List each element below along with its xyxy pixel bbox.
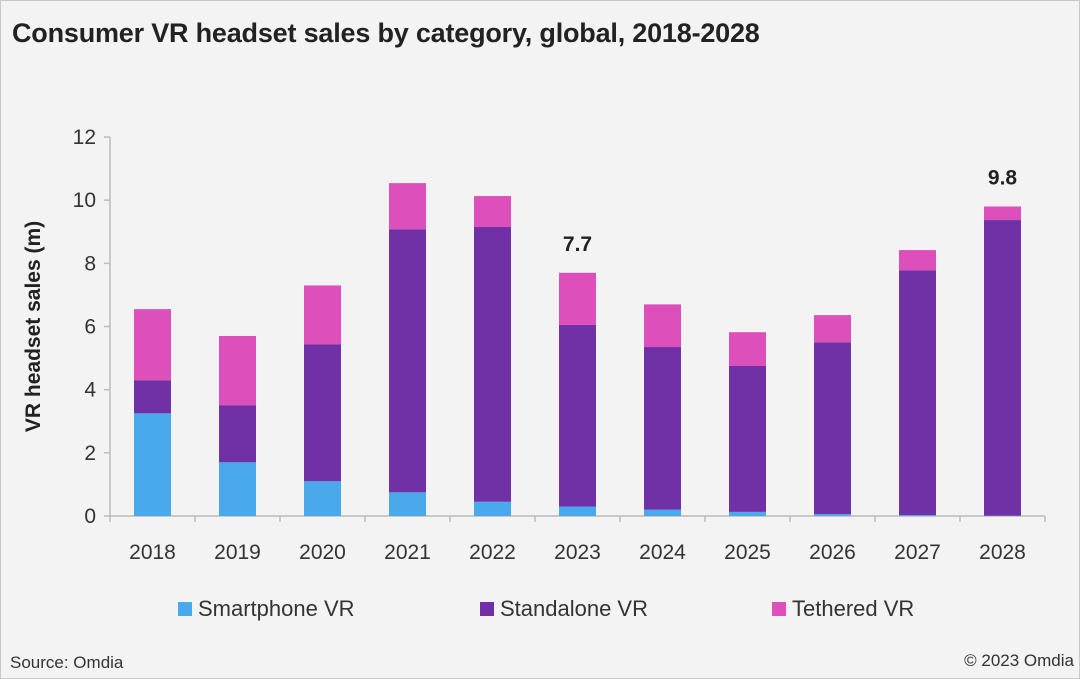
bar-tethered-vr [899,250,936,271]
bar-standalone-vr [474,227,511,502]
legend-label: Smartphone VR [198,596,355,621]
x-tick-label: 2023 [554,541,601,564]
bar-tethered-vr [814,315,851,343]
y-tick-label: 2 [84,442,96,465]
bar-standalone-vr [304,344,341,482]
bar-standalone-vr [899,270,936,516]
y-axis-title: VR headset sales (m) [22,221,45,432]
source-note: Source: Omdia [10,653,124,672]
bar-tethered-vr [389,183,426,230]
bar-smartphone-vr [134,413,171,516]
bar-tethered-vr [984,206,1021,221]
x-tick-label: 2028 [979,541,1026,564]
bar-standalone-vr [389,229,426,493]
y-tick-label: 0 [84,505,96,528]
chart-title: Consumer VR headset sales by category, g… [12,18,760,48]
bar-standalone-vr [984,220,1021,516]
bar-standalone-vr [559,324,596,507]
bar-standalone-vr [814,342,851,515]
y-tick-label: 6 [84,316,96,339]
bar-tethered-vr [304,285,341,345]
bar-tethered-vr [729,332,766,366]
bar-tethered-vr [559,272,596,325]
y-tick-label: 4 [84,379,96,402]
bar-standalone-vr [644,347,681,510]
x-tick-label: 2027 [894,541,941,564]
legend-item: Smartphone VR [178,596,355,622]
legend-item: Tethered VR [772,596,914,622]
x-tick-label: 2019 [214,541,261,564]
legend-item: Standalone VR [480,596,648,622]
bar-tethered-vr [219,335,256,406]
bar-smartphone-vr [389,492,426,516]
y-tick-label: 8 [84,252,96,275]
x-tick-label: 2021 [384,541,431,564]
bar-smartphone-vr [474,501,511,516]
bar-smartphone-vr [729,511,766,516]
data-label: 7.7 [563,233,592,256]
bar-smartphone-vr [814,514,851,516]
bar-tethered-vr [134,309,171,381]
bar-standalone-vr [219,405,256,463]
bar-smartphone-vr [899,515,936,516]
legend-label: Tethered VR [792,596,915,621]
legend-swatch [480,602,494,616]
legend-swatch [178,602,192,616]
y-tick-label: 12 [73,126,96,149]
x-tick-label: 2018 [129,541,176,564]
x-tick-label: 2020 [299,541,346,564]
bar-smartphone-vr [219,462,256,516]
x-tick-label: 2026 [809,541,856,564]
bar-standalone-vr [729,365,766,512]
legend-swatch [772,602,786,616]
x-tick-label: 2022 [469,541,516,564]
bar-smartphone-vr [304,481,341,516]
bar-tethered-vr [474,196,511,228]
bar-smartphone-vr [644,509,681,516]
x-tick-label: 2025 [724,541,771,564]
legend-label: Standalone VR [500,596,648,621]
y-tick-label: 10 [73,189,96,212]
copyright-note: © 2023 Omdia [964,651,1074,670]
bar-standalone-vr [134,380,171,414]
x-tick-label: 2024 [639,541,686,564]
data-label: 9.8 [988,166,1018,189]
bar-smartphone-vr [559,506,596,516]
bar-tethered-vr [644,304,681,348]
